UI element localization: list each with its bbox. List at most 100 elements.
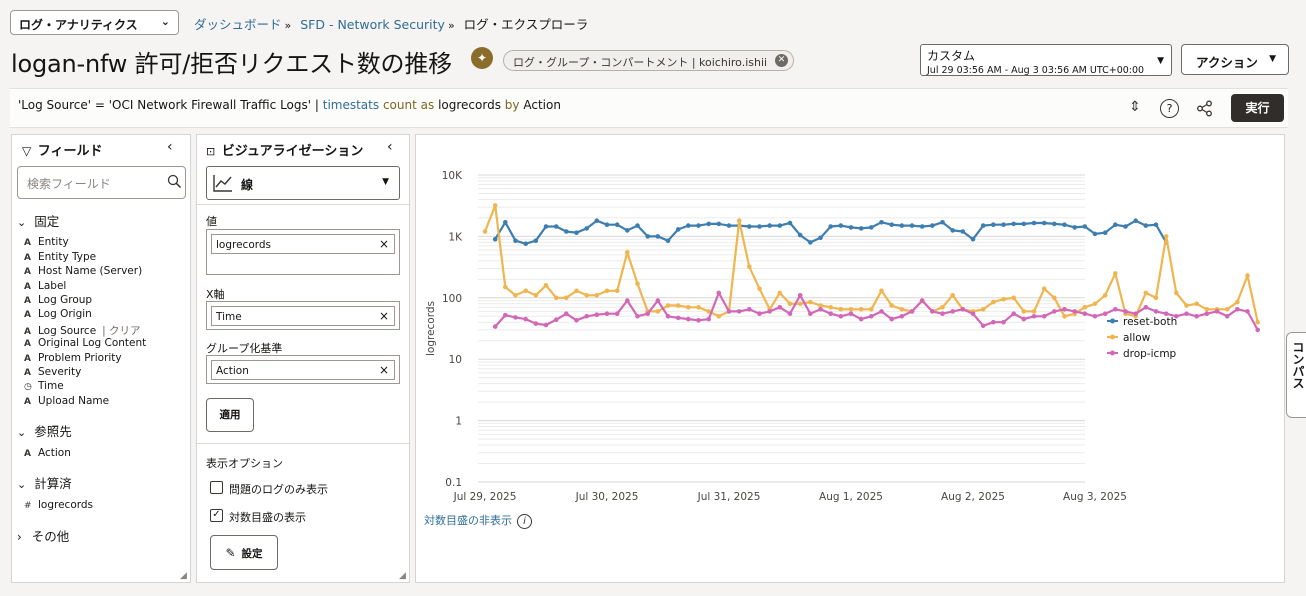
y-tick-label: 10 (449, 354, 462, 366)
legend-label-reset-both: reset-both (1123, 316, 1177, 328)
resize-handle-icon[interactable]: ◢ (399, 571, 406, 581)
chevron-down-icon: ⌄ (17, 216, 27, 229)
data-point-reset-both (919, 224, 925, 229)
data-point-reset-both (1062, 222, 1067, 227)
x-tick-label: Jul 31, 2025 (697, 491, 761, 503)
data-point-allow (655, 309, 661, 314)
field-label[interactable]: A Label (24, 280, 66, 292)
data-point-allow (492, 203, 498, 208)
field-entity[interactable]: A Entity (24, 236, 69, 248)
field-time[interactable]: ◷ Time (24, 380, 64, 392)
data-point-drop-icmp (1224, 314, 1230, 319)
data-point-allow (736, 218, 742, 223)
query-editor[interactable] (10, 88, 1288, 128)
data-point-reset-both (503, 220, 508, 225)
group-by-field-input[interactable]: Action × (206, 355, 400, 384)
data-point-reset-both (777, 223, 783, 228)
apply-button[interactable]: 適用 (206, 398, 254, 432)
data-point-reset-both (574, 230, 579, 235)
data-point-drop-icmp (787, 311, 793, 316)
legend-marker-allow (1110, 334, 1115, 340)
data-point-reset-both (1123, 224, 1128, 229)
compass-tab[interactable]: コンパス (1286, 332, 1306, 418)
field-log-source[interactable]: A Log Source | クリア (24, 323, 141, 338)
field-log-origin[interactable]: A Log Origin (24, 308, 92, 320)
toggle-log-scale-link[interactable]: 対数目盛の非表示 i (424, 512, 532, 529)
section-interesting[interactable]: ⌄ 参照先 (17, 421, 72, 440)
close-icon[interactable]: × (378, 237, 389, 251)
field-action[interactable]: A Action (24, 447, 71, 459)
data-point-drop-icmp (533, 321, 539, 326)
y-tick-label: 100 (442, 293, 462, 305)
data-point-allow (940, 305, 945, 310)
saved-search-icon[interactable]: ✦ (471, 47, 493, 69)
section-pinned[interactable]: ⌄ 固定 (17, 211, 59, 230)
collapse-panel-icon[interactable]: ‹ (387, 139, 393, 155)
field-host-name[interactable]: A Host Name (Server) (24, 265, 142, 277)
data-point-drop-icmp (696, 318, 701, 323)
field-upload-name[interactable]: A Upload Name (24, 395, 109, 407)
data-point-drop-icmp (808, 311, 813, 316)
search-icon[interactable] (167, 174, 182, 189)
data-point-reset-both (1133, 218, 1138, 223)
data-point-allow (696, 305, 701, 310)
settings-button[interactable]: ✎ 設定 (210, 535, 278, 570)
field-logrecords[interactable]: # logrecords (24, 499, 93, 511)
data-point-drop-icmp (665, 314, 671, 319)
data-point-allow (980, 307, 986, 312)
data-point-drop-icmp (879, 309, 884, 314)
data-point-reset-both (706, 221, 711, 227)
info-icon[interactable]: i (517, 514, 532, 529)
field-severity[interactable]: A Severity (24, 366, 81, 378)
data-point-drop-icmp (1255, 327, 1260, 333)
data-point-drop-icmp (523, 316, 528, 322)
x-tick-label: Aug 3, 2025 (1063, 491, 1127, 503)
data-point-drop-icmp (1235, 307, 1240, 312)
share-icon[interactable] (1196, 100, 1214, 117)
section-calculated[interactable]: ⌄ 計算済 (17, 473, 72, 492)
run-button[interactable]: 実行 (1231, 94, 1284, 122)
app-selector[interactable]: ログ・アナリティクス ⌄ (10, 10, 179, 35)
time-range-selector[interactable]: カスタム Jul 29 03:56 AM - Aug 3 03:56 AM UT… (920, 44, 1172, 76)
log-scale-checkbox[interactable]: ✓ (210, 509, 223, 522)
data-point-drop-icmp (1072, 309, 1077, 314)
data-point-reset-both (909, 223, 915, 228)
value-label: 値 (206, 215, 217, 228)
section-other[interactable]: › その他 (17, 526, 69, 545)
data-point-reset-both (869, 225, 874, 230)
close-icon[interactable]: × (378, 363, 389, 377)
resize-handle-icon[interactable]: ◢ (180, 571, 187, 581)
text-field-icon: A (24, 368, 31, 378)
breadcrumb-dashboard[interactable]: ダッシュボード (194, 17, 282, 32)
data-point-allow (1052, 295, 1057, 301)
line-chart[interactable]: 0.1 1 10 100 1K 10K Jul 29, 2025 Jul 30, 2025 Ju… (415, 134, 1285, 583)
expand-collapse-icon[interactable]: ⇕ (1129, 99, 1141, 115)
data-point-allow (614, 288, 620, 294)
breadcrumb-dashboard-sfd[interactable]: SFD - Network Security (300, 17, 445, 32)
data-point-allow (635, 281, 640, 286)
field-entity-type[interactable]: A Entity Type (24, 251, 96, 263)
close-icon[interactable]: × (378, 309, 389, 323)
visualization-type-select[interactable]: 線 ▼ (206, 166, 400, 200)
data-point-drop-icmp (1041, 314, 1047, 319)
x-axis-field-input[interactable]: Time × (206, 301, 400, 330)
actions-menu-button[interactable]: アクション ▼ (1181, 44, 1289, 75)
query-text[interactable]: 'Log Source' = 'OCI Network Firewall Tra… (18, 98, 561, 112)
field-log-group[interactable]: A Log Group (24, 294, 92, 306)
data-point-drop-icmp (1143, 305, 1149, 310)
data-point-allow (716, 314, 722, 319)
data-point-reset-both (665, 238, 671, 243)
value-field-input[interactable]: logrecords × (206, 229, 400, 275)
field-label: Upload Name (38, 395, 110, 407)
help-icon[interactable]: ? (1160, 99, 1179, 118)
field-problem-priority[interactable]: A Problem Priority (24, 352, 122, 364)
close-icon[interactable]: ✕ (775, 54, 789, 67)
fields-panel-header: ▽ フィールド (22, 140, 103, 159)
field-search-input[interactable]: 検索フィールド (17, 166, 186, 199)
clear-filter-link[interactable]: | クリア (102, 325, 141, 337)
data-point-allow (604, 288, 610, 294)
data-point-drop-icmp (970, 311, 976, 316)
problem-only-checkbox[interactable] (210, 481, 223, 494)
collapse-panel-icon[interactable]: ‹ (167, 139, 173, 155)
field-original-log-content[interactable]: A Original Log Content (24, 337, 146, 349)
